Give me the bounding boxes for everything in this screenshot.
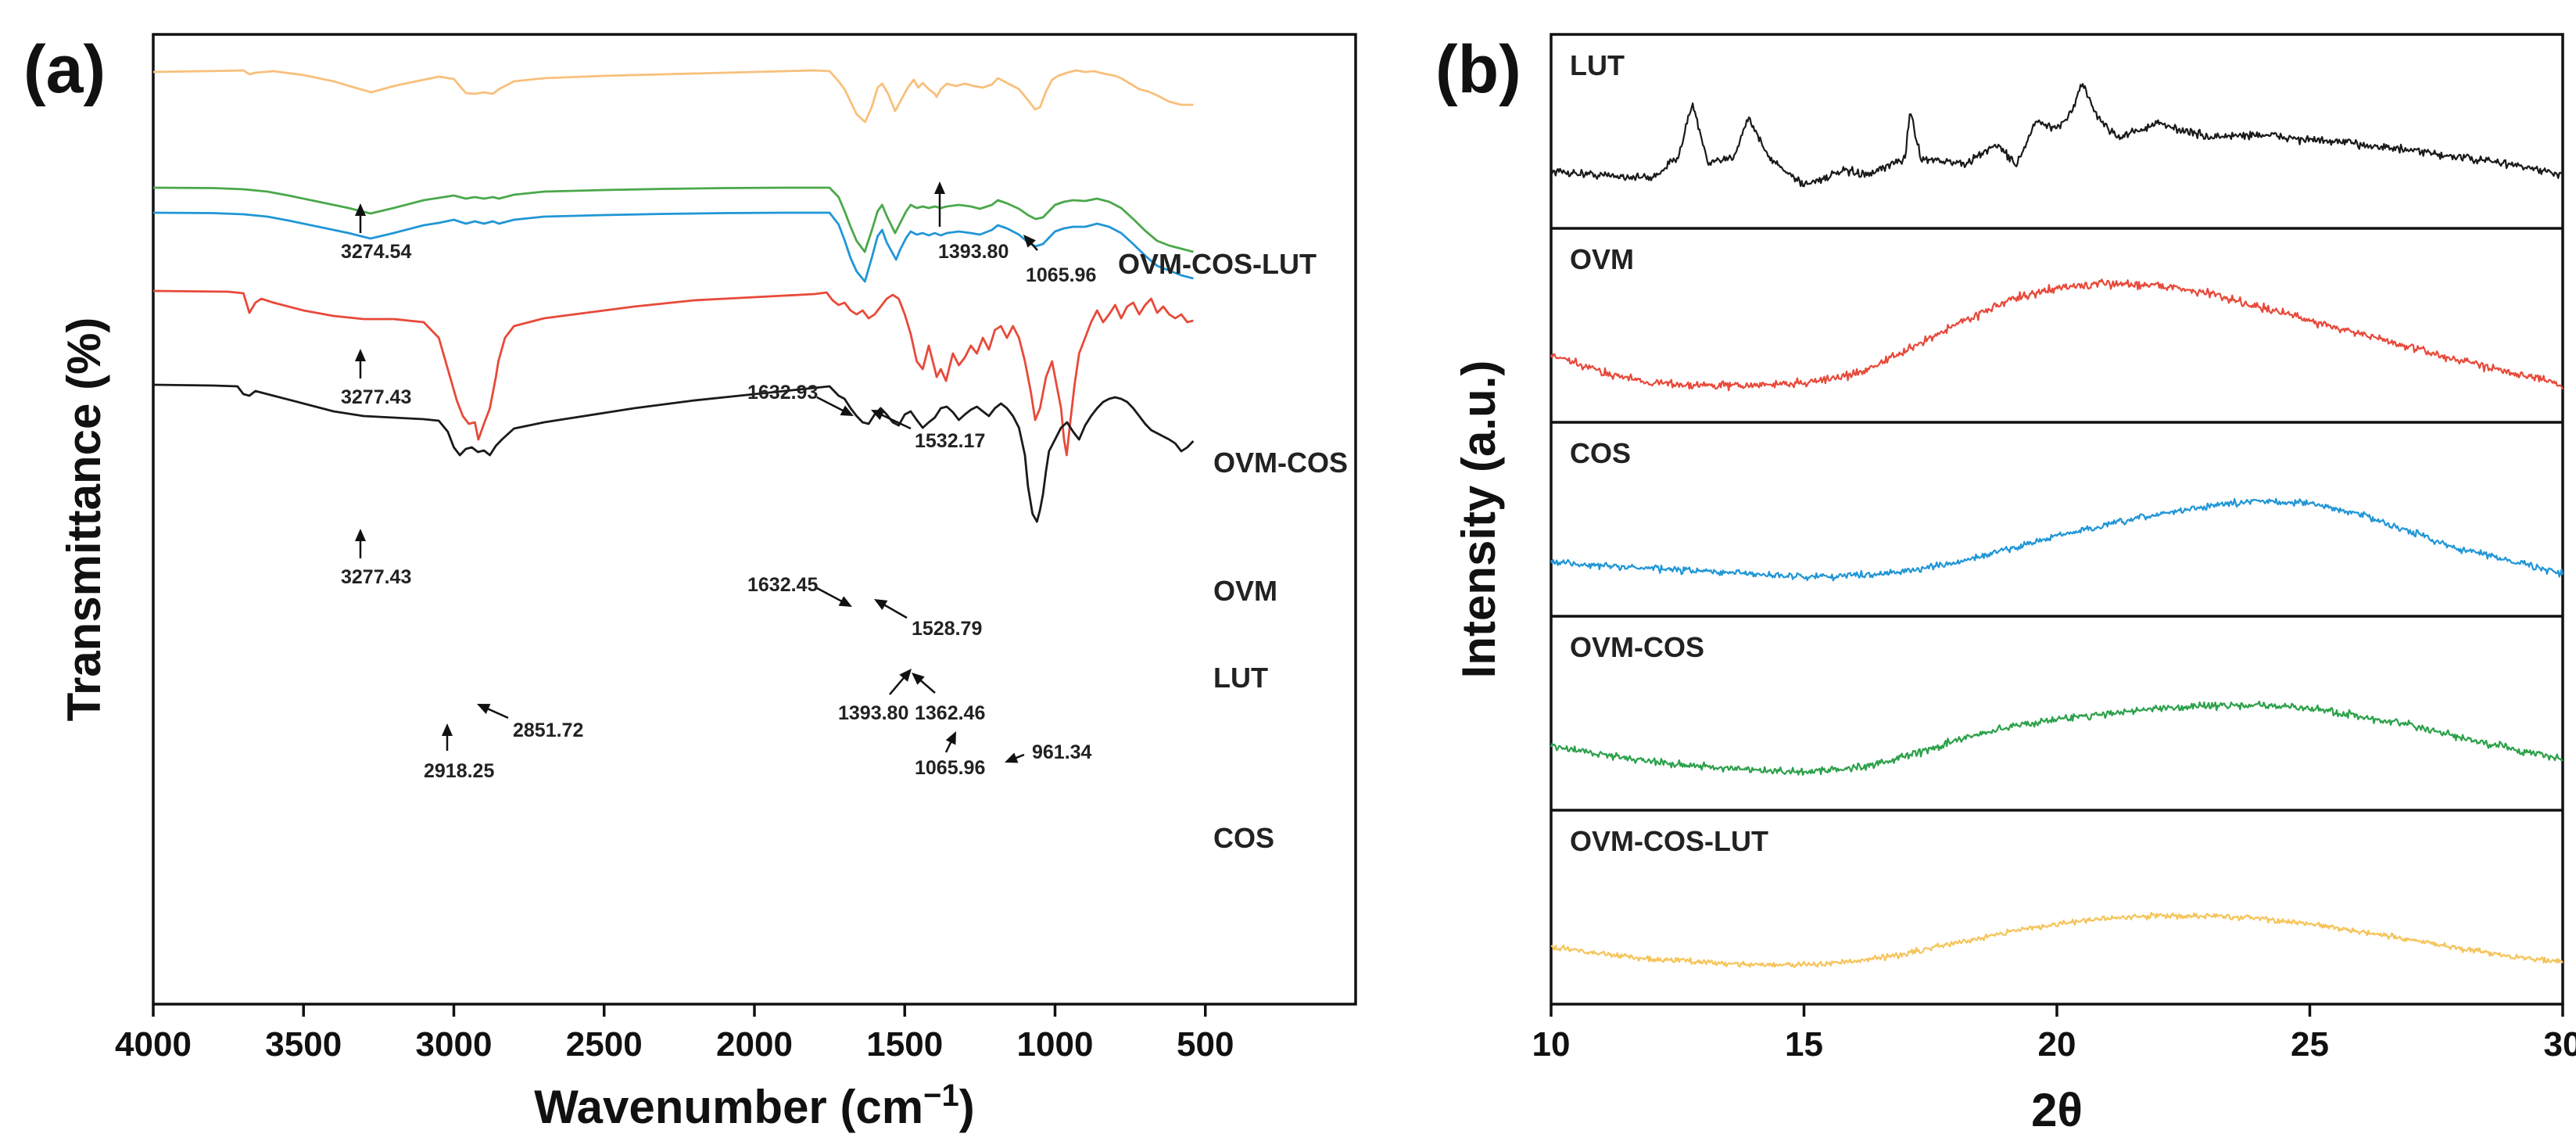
ftir-series-ovm-cos-lut <box>152 69 1194 124</box>
xrd-series-label: COS <box>1570 437 1631 469</box>
panel-a-letter: (a) <box>23 32 106 107</box>
ftir-series-group <box>152 69 1195 523</box>
peak-arrow-head <box>442 723 453 736</box>
ftir-x-tick-label: 3500 <box>265 1025 342 1064</box>
ftir-series-ovm-cos <box>152 186 1194 253</box>
peak-label: 3277.43 <box>341 386 411 408</box>
peak-label: 1065.96 <box>915 757 985 779</box>
ftir-x-tick-label: 2000 <box>716 1025 793 1064</box>
xrd-x-tick-label: 20 <box>2038 1025 2076 1064</box>
xrd-plot-frame <box>1550 33 2564 1006</box>
peak-arrow-shaft <box>816 396 847 414</box>
ftir-x-tick-label: 2500 <box>566 1025 643 1064</box>
ftir-series-label: OVM-COS-LUT <box>1118 248 1317 280</box>
ftir-x-axis-title: Wavenumber (cm−1) <box>534 1078 975 1133</box>
xrd-x-tick-label: 25 <box>2291 1025 2329 1064</box>
xrd-x-tick-label: 30 <box>2544 1025 2576 1064</box>
ftir-series-label: OVM-COS <box>1213 447 1348 479</box>
peak-label: 1393.80 <box>938 241 1009 263</box>
ftir-x-ticks: 4000 3500 3000 2500 2000 1500 1000 500 <box>115 1004 1234 1064</box>
peak-arrow-head <box>874 599 888 611</box>
peak-arrow-head <box>355 529 366 541</box>
xrd-x-tick-label: 10 <box>1532 1025 1571 1064</box>
peak-arrow-head <box>1023 235 1036 248</box>
xrd-panel: (b) 10 15 20 25 30 LUT OVM COS OVM-COS OVM-COS-L… <box>1435 32 2576 1136</box>
peak-arrow-head <box>477 704 491 714</box>
peak-arrow-head <box>1005 752 1019 763</box>
peak-label: 1528.79 <box>912 618 982 640</box>
peak-arrow-head <box>899 669 912 682</box>
peak-label: 3277.43 <box>341 566 411 588</box>
peak-arrow-shaft <box>877 412 912 430</box>
ftir-x-tick-label: 500 <box>1177 1025 1234 1064</box>
peak-label: 1532.17 <box>915 430 985 452</box>
ftir-series-label: COS <box>1213 822 1274 854</box>
ftir-peak-annotations: 3274.54 1393.80 1065.96 3277.43 1632.93 1532.… <box>341 181 1096 782</box>
xrd-y-axis-title: Intensity (a.u.) <box>1453 361 1505 679</box>
peak-label: 1065.96 <box>1026 264 1096 286</box>
peak-label: 1632.45 <box>747 574 818 596</box>
peak-arrow-head <box>355 203 366 216</box>
xrd-series-labels: LUT OVM COS OVM-COS OVM-COS-LUT <box>1570 49 1768 857</box>
peak-label: 2918.25 <box>424 760 494 782</box>
ftir-x-tick-label: 1500 <box>866 1025 943 1064</box>
ftir-series-lut <box>152 289 1194 457</box>
peak-arrow-head <box>840 405 854 416</box>
ftir-x-tick-label: 4000 <box>115 1025 192 1064</box>
peak-label: 961.34 <box>1032 741 1092 763</box>
ftir-series-label: LUT <box>1213 662 1268 694</box>
peak-arrow-head <box>355 349 366 361</box>
ftir-series-cos <box>152 383 1195 523</box>
xrd-series-ovm <box>1550 278 2564 392</box>
xrd-series-ovm-cos <box>1550 700 2563 776</box>
peak-arrow-head <box>945 731 956 745</box>
xrd-series-lut <box>1550 83 2563 188</box>
peak-arrow-head <box>838 596 852 607</box>
panel-b-letter: (b) <box>1435 32 1521 107</box>
peak-arrow-head <box>934 181 945 194</box>
xrd-series-label: OVM <box>1570 243 1634 275</box>
ftir-series-labels: OVM-COS-LUT OVM-COS OVM LUT COS <box>1118 248 1348 854</box>
ftir-series-ovm <box>152 211 1194 283</box>
xrd-x-tick-label: 15 <box>1785 1025 1823 1064</box>
peak-label: 1362.46 <box>915 702 985 724</box>
ftir-y-axis-title: Transmittance (%) <box>58 318 110 722</box>
xrd-series-label: OVM-COS-LUT <box>1570 825 1768 857</box>
xrd-series-label: OVM-COS <box>1570 631 1704 663</box>
xrd-x-ticks: 10 15 20 25 30 <box>1532 1004 2576 1064</box>
peak-arrow-shaft <box>880 601 908 619</box>
peak-arrow-shaft <box>816 587 846 605</box>
peak-label: 3274.54 <box>341 241 411 263</box>
ftir-x-tick-label: 3000 <box>416 1025 493 1064</box>
xrd-x-axis-title: 2θ <box>2031 1084 2083 1136</box>
peak-arrow-head <box>912 673 925 685</box>
ftir-panel: (a) 4000 3500 3000 2500 2000 1500 1000 500 3274… <box>23 32 1357 1133</box>
xrd-series-ovm-cos-lut <box>1550 912 2563 968</box>
ftir-x-tick-label: 1000 <box>1017 1025 1094 1064</box>
ftir-plot-frame <box>152 33 1357 1006</box>
peak-arrow-head <box>871 410 885 421</box>
xrd-series-cos <box>1550 497 2564 582</box>
xrd-series-group <box>1550 83 2564 968</box>
xrd-series-label: LUT <box>1570 49 1625 81</box>
xrd-subpanel-dividers <box>1551 227 2563 812</box>
peak-label: 1393.80 <box>838 702 908 724</box>
peak-label: 2851.72 <box>513 719 583 741</box>
peak-label: 1632.93 <box>747 382 818 404</box>
ftir-series-label: OVM <box>1213 575 1277 607</box>
